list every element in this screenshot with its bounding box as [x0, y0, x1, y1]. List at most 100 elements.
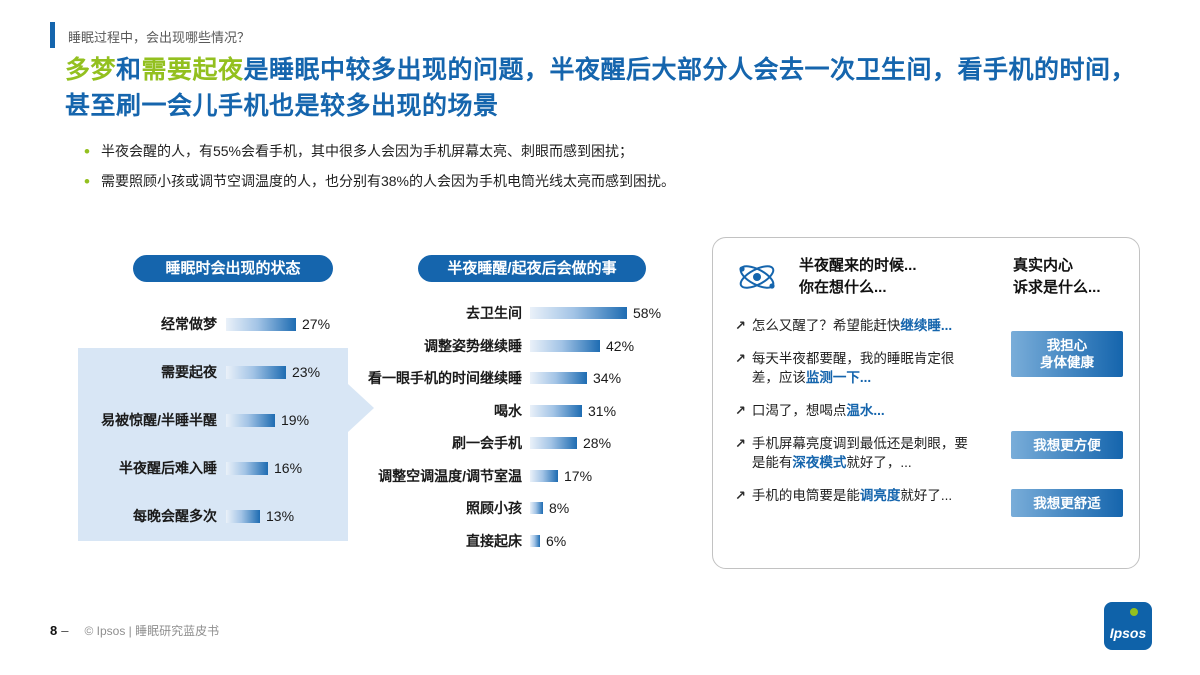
- bar: [530, 339, 600, 352]
- kicker: 睡眠过程中，会出现哪些情况？: [68, 30, 251, 45]
- bar-category-label: 喝水: [494, 402, 522, 419]
- insight-panel: 半夜醒来的时候... 你在想什么... 真实内心 诉求是什么... ↗ 怎么又醒了？希…: [712, 237, 1140, 569]
- bar: [530, 437, 577, 450]
- phrase: 口渴了，想喝点: [751, 403, 847, 418]
- phrase: 每天半夜都要醒，我的睡眠肯定很差，应该: [751, 351, 955, 385]
- arrow-up-right-icon: ↗: [735, 351, 746, 366]
- need-button-label: 我想更舒适: [1033, 495, 1101, 511]
- thought-item: ↗ 怎么又醒了？希望能赶快继续睡...: [735, 316, 985, 335]
- bar-category-label: 需要起夜: [161, 364, 217, 380]
- needs-title-line: 诉求是什么...: [1013, 279, 1101, 296]
- bullet-dot-icon: •: [84, 172, 90, 191]
- needs-title-line: 真实内心: [1013, 257, 1074, 274]
- need-button-label: 身体健康: [1040, 355, 1094, 370]
- bar: [226, 317, 296, 331]
- chart1-highlight-arrow-icon: [348, 384, 374, 432]
- arrow-up-right-icon: ↗: [735, 488, 746, 503]
- title-segment: 需要起夜: [141, 56, 244, 84]
- thought-item: ↗ 手机屏幕亮度调到最低还是刺眼，要是能有深夜模式就好了，...: [735, 434, 985, 472]
- bar: [226, 365, 286, 379]
- thought-item: ↗ 手机的电筒要是能调亮度就好了...: [735, 486, 985, 505]
- bar-category-label: 直接起床: [466, 532, 522, 549]
- bar-value-label: 16%: [274, 460, 303, 476]
- highlighted-phrase: 监测一下: [805, 370, 860, 385]
- bullet-text: 半夜会醒的人，有55%会看手机，其中很多人会因为手机屏幕太亮、刺眼而感到困扰；: [100, 143, 633, 159]
- bar-row: 去卫生间 58%: [355, 297, 685, 330]
- bar-value-label: 42%: [606, 337, 635, 354]
- title-segment: 多梦: [65, 56, 117, 84]
- highlighted-phrase: 深夜模式: [792, 455, 847, 470]
- bar-row: 调整姿势继续睡 42%: [355, 330, 685, 363]
- chart1-rows: 经常做梦 27% 需要起夜 23% 易被惊醒/半睡半醒 19% 半夜醒后难入睡 16% 每晚会醒…: [78, 300, 388, 540]
- bar-value-label: 23%: [292, 364, 321, 380]
- bullet-item: • 半夜会醒的人，有55%会看手机，其中很多人会因为手机屏幕太亮、刺眼而感到困扰；: [84, 142, 1044, 161]
- needs-column: 我担心身体健康我想更方便我想更舒适: [1011, 238, 1125, 568]
- ipsos-logo: Ipsos: [1104, 602, 1152, 650]
- thought-text: 手机的电筒要是能调亮度就好了...: [752, 486, 952, 505]
- thought-text: 口渴了，想喝点温水...: [752, 401, 885, 420]
- page-dash: –: [61, 623, 69, 638]
- bar-category-label: 每晚会醒多次: [133, 508, 217, 524]
- page-number: 8: [50, 623, 58, 638]
- bar-category-label: 易被惊醒/半睡半醒: [101, 412, 217, 428]
- need-button-label: 我担心: [1046, 338, 1088, 353]
- bar: [530, 534, 540, 547]
- bullet-dot-icon: •: [84, 142, 90, 161]
- chart2-title: 半夜睡醒/起夜后会做的事: [418, 255, 646, 282]
- bar-category-label: 经常做梦: [161, 316, 217, 332]
- bar: [530, 372, 587, 385]
- bar-value-label: 27%: [302, 316, 331, 332]
- need-button[interactable]: 我担心 身体健康: [1011, 331, 1123, 377]
- footer-credit: © Ipsos | 睡眠研究蓝皮书: [84, 624, 220, 638]
- thought-text: 手机屏幕亮度调到最低还是刺眼，要是能有深夜模式就好了，...: [752, 434, 970, 472]
- phrase: 手机屏幕亮度调到最低还是刺眼，要是能有: [751, 436, 968, 470]
- logo-green-dot-icon: [1130, 608, 1138, 616]
- bar-category-label: 调整姿势继续睡: [424, 337, 522, 354]
- bar-value-label: 31%: [588, 402, 617, 419]
- logo-text: Ipsos: [1109, 625, 1147, 641]
- phrase: 怎么又醒了？希望能赶快: [751, 318, 901, 333]
- bar-category-label: 刷一会手机: [452, 435, 522, 452]
- chart2-rows: 去卫生间 58% 调整姿势继续睡 42% 看一眼手机的时间继续睡 34% 喝水 31% 刷一会手…: [355, 297, 685, 557]
- thoughts-title-line: 你在想什么...: [799, 279, 887, 296]
- thought-item: ↗ 口渴了，想喝点温水...: [735, 401, 985, 420]
- highlighted-phrase: 温水: [846, 403, 874, 418]
- bar-row: 喝水 31%: [355, 395, 685, 428]
- phrase: 就好了...: [900, 488, 953, 503]
- highlighted-phrase: ...: [859, 370, 872, 385]
- thought-text: 每天半夜都要醒，我的睡眠肯定很差，应该监测一下...: [752, 349, 970, 387]
- title-segment: 和: [116, 56, 142, 84]
- need-button-label: 我想更方便: [1033, 437, 1101, 453]
- bullet-text: 需要照顾小孩或调节空调温度的人，也分别有38%的人会因为手机电筒光线太亮而感到困…: [100, 173, 675, 189]
- thoughts-title: 半夜醒来的时候... 你在想什么...: [799, 255, 917, 299]
- page-title: 多梦和需要起夜是睡眠中较多出现的问题，半夜醒后大部分人会去一次卫生间，看手机的时…: [65, 52, 1150, 124]
- bar: [226, 461, 268, 475]
- phrase: 就好了，...: [846, 455, 912, 470]
- bar-value-label: 17%: [564, 467, 593, 484]
- bar-row: 看一眼手机的时间继续睡 34%: [355, 362, 685, 395]
- bar-category-label: 半夜醒后难入睡: [119, 460, 217, 476]
- bar-category-label: 去卫生间: [466, 305, 522, 322]
- chart1-highlight-box: [78, 348, 348, 541]
- need-button[interactable]: 我想更舒适: [1011, 489, 1123, 517]
- title-segment: 是睡眠中较多出现的问题，半夜醒后大部分人会去一次卫生间，看手机的时间，甚至刷一会…: [65, 56, 1137, 120]
- arrow-up-right-icon: ↗: [735, 436, 746, 451]
- bar: [530, 307, 627, 320]
- bar-row: 需要起夜 23%: [78, 348, 388, 396]
- bar-row: 每晚会醒多次 13%: [78, 492, 388, 540]
- bar-row: 易被惊醒/半睡半醒 19%: [78, 396, 388, 444]
- phrase: 手机的电筒要是能: [751, 488, 860, 503]
- bar: [530, 469, 558, 482]
- bar-value-label: 8%: [549, 500, 570, 517]
- need-button[interactable]: 我想更方便: [1011, 431, 1123, 459]
- atom-icon: [731, 251, 783, 303]
- thought-list: ↗ 怎么又醒了？希望能赶快继续睡... ↗ 每天半夜都要醒，我的睡眠肯定很差，应该监测…: [735, 316, 985, 519]
- bar: [226, 509, 260, 523]
- thought-text: 怎么又醒了？希望能赶快继续睡...: [752, 316, 952, 335]
- needs-title: 真实内心诉求是什么...: [1013, 255, 1101, 299]
- arrow-up-right-icon: ↗: [735, 403, 746, 418]
- bar-category-label: 照顾小孩: [466, 500, 522, 517]
- bar-value-label: 19%: [281, 412, 310, 428]
- bar-value-label: 28%: [583, 435, 612, 452]
